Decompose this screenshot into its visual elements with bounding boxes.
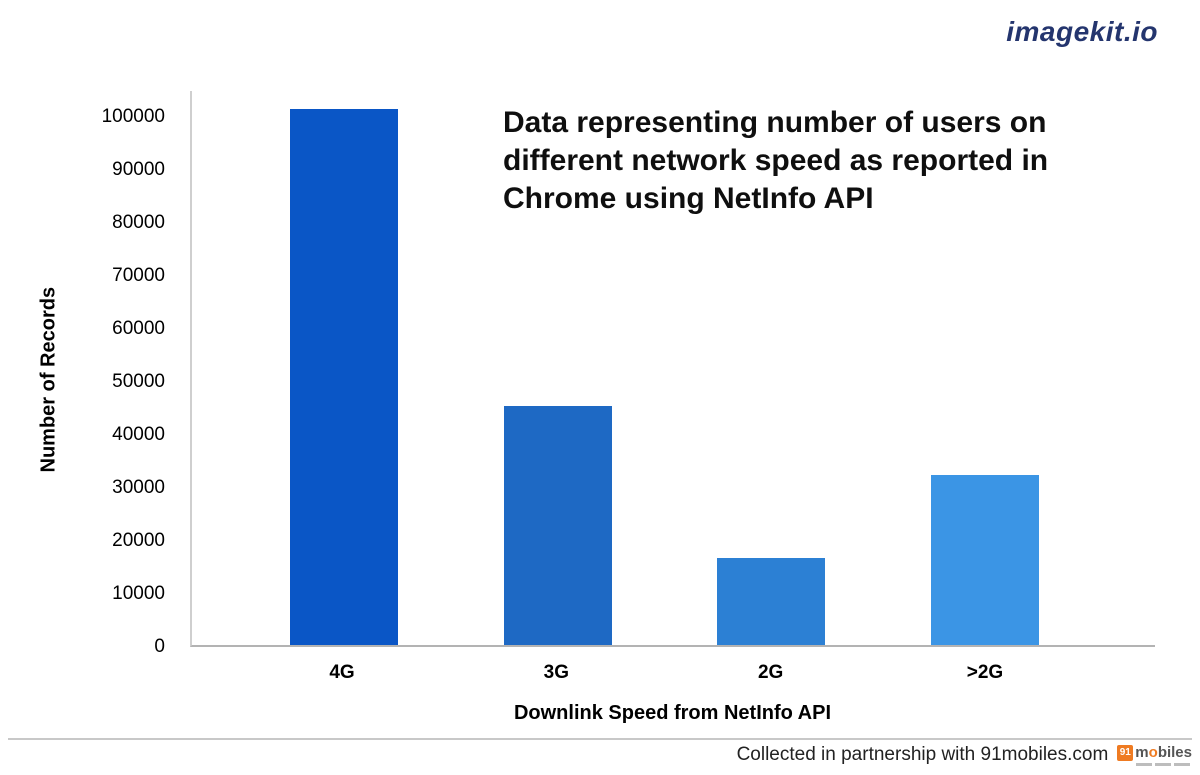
x-axis-title: Downlink Speed from NetInfo API (513, 702, 832, 724)
y-tick-label: 10000 (112, 583, 165, 605)
y-tick-label: 0 (154, 636, 165, 657)
91mobiles-logo-o: o (1148, 744, 1158, 761)
bar-slot (451, 91, 665, 645)
y-tick-label: 80000 (112, 212, 165, 234)
bar-2G (717, 558, 826, 645)
footer: Collected in partnership with 91mobiles.… (737, 744, 1192, 766)
91mobiles-tagline-marks (1136, 762, 1191, 766)
plot-area (190, 91, 1155, 647)
plot-bars (192, 91, 1155, 645)
y-tick-label: 20000 (112, 530, 165, 552)
y-tick-label: 90000 (112, 159, 165, 181)
bar-4G (289, 109, 398, 645)
bar-slot (878, 91, 1092, 645)
91mobiles-badge-icon: 91 (1117, 744, 1134, 761)
imagekit-logo: imagekit.io (1006, 16, 1158, 47)
y-tick-label: 40000 (112, 424, 165, 446)
bar->2G (931, 474, 1040, 645)
y-axis: 0 10000 20000 30000 40000 50000 60000 70000 8000… (0, 91, 165, 657)
y-tick-label: 60000 (112, 318, 165, 340)
bar-slot (665, 91, 879, 645)
bar-3G (503, 406, 612, 645)
x-tick-label: 4G (329, 662, 355, 683)
x-axis-labels: 4G 3G 2G >2G (190, 662, 1155, 684)
y-axis-title: Number of Records (37, 286, 60, 473)
y-tick-label: 70000 (112, 265, 165, 287)
x-tick-label: 2G (757, 662, 784, 683)
footer-divider (8, 738, 1192, 740)
91mobiles-logo: 91 mobiles (1117, 744, 1192, 766)
attribution-text: Collected in partnership with 91mobiles.… (736, 744, 1109, 765)
bar-slot (237, 91, 451, 645)
x-tick-label: >2G (966, 662, 1004, 683)
y-tick-label: 30000 (112, 477, 165, 499)
91mobiles-logo-text: mobiles (1135, 744, 1192, 761)
chart-title: Data representing number of users on dif… (503, 106, 1049, 215)
x-tick-label: 3G (543, 662, 569, 683)
y-tick-label: 50000 (112, 371, 165, 393)
y-tick-label: 100000 (101, 106, 165, 128)
